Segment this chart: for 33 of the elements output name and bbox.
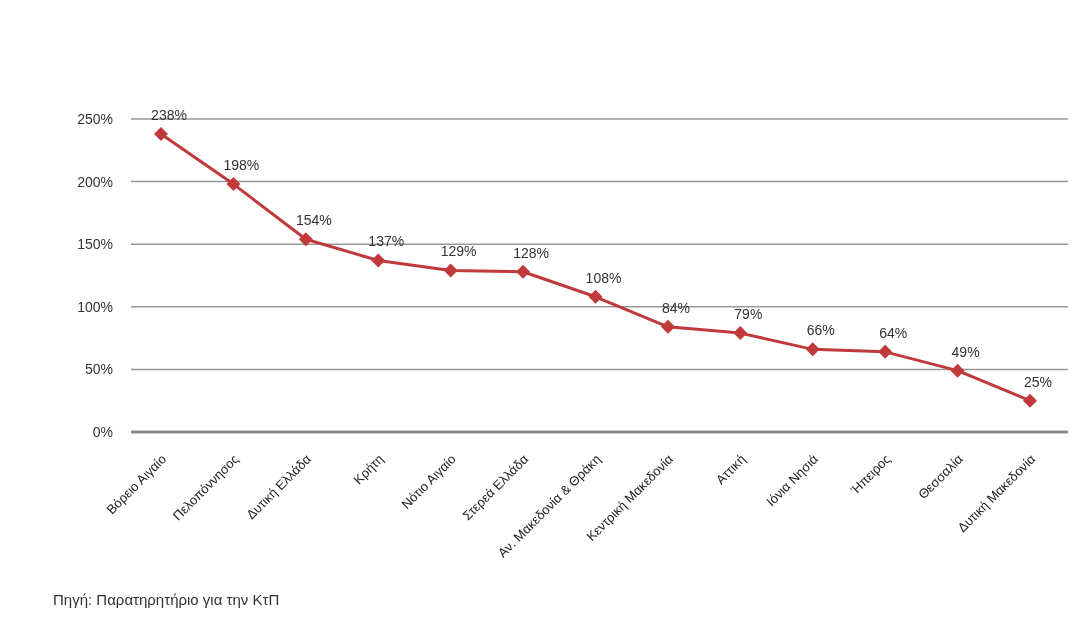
data-label: 238% — [151, 107, 187, 124]
text: Πηγή: Παρατηρητήριο για την ΚτΠ — [53, 591, 280, 608]
y-tick-label: 50% — [84, 361, 113, 378]
point — [298, 232, 313, 247]
point — [154, 127, 168, 142]
data-label: 25% — [1023, 373, 1053, 390]
y-tick-label: 250% — [77, 110, 113, 127]
data-label: 49% — [951, 343, 980, 360]
point — [878, 344, 893, 359]
point — [1023, 393, 1037, 408]
data-label: 108% — [585, 269, 622, 286]
y-tick-label: 100% — [77, 298, 113, 315]
data-label: 84% — [661, 299, 690, 316]
point — [805, 342, 820, 357]
data-label: 79% — [734, 306, 763, 323]
data-label: 198% — [223, 157, 260, 174]
data-label: 137% — [368, 233, 405, 250]
point — [950, 363, 965, 378]
data-label: 66% — [806, 322, 835, 339]
data-label: 64% — [879, 324, 908, 341]
point — [371, 253, 386, 268]
y-tick-label: 150% — [77, 236, 113, 253]
data-label: 154% — [295, 212, 332, 229]
point — [226, 177, 241, 192]
y-tick-label: 0% — [92, 423, 113, 440]
point — [588, 289, 603, 304]
point — [733, 326, 748, 341]
point — [516, 264, 531, 279]
point — [443, 263, 458, 278]
y-tick-label: 200% — [77, 173, 113, 190]
point — [660, 319, 675, 334]
data-label: 129% — [440, 243, 477, 260]
data-label: 128% — [513, 244, 549, 261]
